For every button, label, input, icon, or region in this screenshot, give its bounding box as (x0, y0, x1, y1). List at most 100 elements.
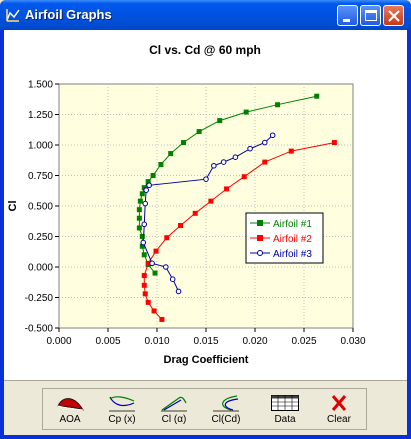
cl-cd-curve-icon (213, 395, 239, 412)
data-point (141, 221, 148, 228)
legend-items: Airfoil #1 Airfoil #2 Airfoil #3 (250, 219, 312, 260)
series-line-3 (142, 134, 273, 292)
data-point (247, 145, 253, 152)
maximize-button[interactable] (360, 5, 381, 26)
y-tick-label: 1.500 (28, 80, 53, 91)
airfoil-icon (57, 398, 84, 411)
data-point (140, 239, 147, 246)
cl-alpha-button[interactable]: Cl (α) (148, 389, 200, 429)
data-point (178, 223, 184, 229)
data-point (243, 109, 249, 115)
data-point (203, 176, 209, 182)
data-point (164, 235, 170, 241)
data-point (143, 187, 150, 193)
x-tick-label: 0.015 (193, 336, 218, 347)
x-tick-label: 0.025 (291, 336, 316, 347)
data-point (262, 159, 268, 165)
data-point (175, 288, 182, 295)
close-button[interactable] (383, 5, 404, 26)
data-point (136, 207, 142, 213)
clear-label: Clear (327, 414, 351, 425)
data-point (136, 225, 142, 231)
data-point (136, 215, 142, 221)
data-point (224, 186, 230, 192)
y-tick-label: 0.000 (28, 263, 53, 274)
app-icon (6, 9, 20, 22)
minimize-button[interactable] (337, 5, 358, 26)
data-point (269, 132, 276, 139)
close-icon (388, 10, 400, 22)
minimize-icon (343, 19, 350, 22)
data-point (169, 276, 176, 282)
legend: Airfoil #1 Airfoil #2 Airfoil #3 (245, 212, 324, 264)
data-point (275, 102, 281, 108)
y-tick-label: 0.500 (28, 202, 53, 213)
x-axis-label: Drag Coefficient (164, 354, 249, 366)
data-point (146, 182, 152, 189)
data-point (141, 273, 147, 279)
data-point (149, 260, 155, 267)
legend-marker (257, 235, 263, 241)
data-point (151, 308, 157, 314)
data-point (232, 154, 239, 160)
legend-label: Airfoil #3 (273, 249, 312, 260)
data-label: Data (274, 414, 296, 425)
data-point (142, 200, 149, 207)
data-point (145, 299, 151, 305)
data-point (150, 173, 156, 178)
chart-area: Cl vs. Cd @ 60 mph 0.000 0.005 0.010 0.015 0… (4, 30, 407, 435)
data-point (241, 174, 247, 180)
x-tick-label: 0.030 (340, 336, 365, 347)
legend-label: Airfoil #2 (273, 234, 312, 245)
cl-alpha-label: Cl (α) (161, 414, 187, 425)
y-tick-label: -0.250 (25, 293, 54, 304)
data-point (180, 140, 186, 146)
toolbar: AOA Cp (x) Cl (α) Cl(Cd) (42, 388, 367, 430)
data-point (331, 140, 337, 146)
legend-marker (257, 250, 263, 256)
data-point (196, 129, 202, 135)
data-point (192, 210, 198, 216)
x-tick-label: 0.000 (46, 336, 71, 347)
clear-button[interactable]: Clear (313, 389, 365, 429)
cp-x-label: Cp (x) (108, 414, 136, 425)
data-table-icon (271, 395, 299, 411)
cl-cd-chart: Cl vs. Cd @ 60 mph 0.000 0.005 0.010 0.015 0… (7, 43, 366, 366)
data-point (314, 93, 320, 99)
window-frame-left (0, 30, 4, 439)
cl-cd-label: Cl(Cd) (211, 414, 241, 425)
window-frame-right (407, 30, 411, 439)
data-point (158, 162, 164, 168)
data-point (208, 198, 214, 204)
axes-layer: 0.000 0.005 0.010 0.015 0.020 0.025 0.030 -0.50… (25, 80, 366, 348)
clear-x-icon (331, 395, 347, 411)
y-tick-label: 0.250 (28, 232, 53, 243)
x-tick-label: 0.005 (95, 336, 120, 347)
data-point (137, 198, 143, 204)
data-point (152, 270, 158, 276)
window-title: Airfoil Graphs (25, 7, 112, 22)
cl-alpha-curve-icon (161, 396, 187, 412)
chart-title: Cl vs. Cd @ 60 mph (149, 43, 261, 57)
data-point (159, 316, 165, 322)
x-tick-label: 0.020 (242, 336, 267, 347)
aoa-button[interactable]: AOA (44, 389, 96, 429)
title-bar[interactable]: Airfoil Graphs (0, 0, 411, 30)
data-point (220, 159, 227, 165)
data-point (141, 252, 147, 258)
cp-x-button[interactable]: Cp (x) (96, 389, 148, 429)
data-button[interactable]: Data (259, 389, 311, 429)
data-point (217, 118, 223, 124)
y-axis-label: Cl (7, 201, 19, 212)
data-point (153, 248, 159, 254)
maximize-icon (365, 10, 377, 21)
legend-marker (257, 220, 263, 226)
data-point (139, 191, 145, 197)
series-layer (136, 93, 337, 322)
data-point (163, 264, 169, 270)
y-tick-label: 1.000 (28, 141, 53, 152)
data-point (139, 243, 145, 249)
cl-cd-button[interactable]: Cl(Cd) (200, 389, 252, 429)
y-tick-label: -0.500 (25, 324, 54, 335)
